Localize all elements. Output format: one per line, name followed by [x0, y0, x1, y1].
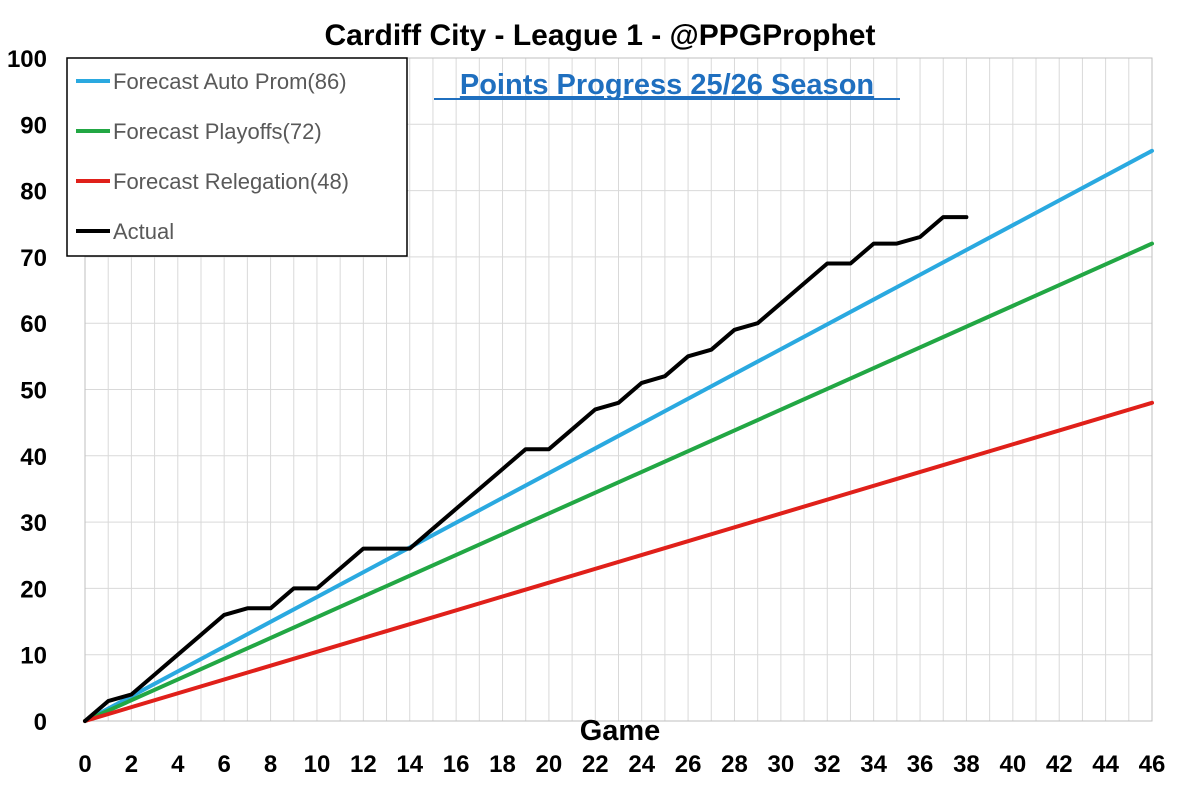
chart-title: Cardiff City - League 1 - @PPGProphet [325, 19, 876, 52]
y-tick-label: 0 [34, 709, 47, 736]
y-tick-label: 80 [20, 179, 47, 206]
x-tick-label: 24 [628, 751, 655, 778]
y-tick-label: 20 [20, 576, 47, 603]
legend-box [66, 57, 408, 257]
y-tick-label: 90 [20, 112, 47, 139]
legend-label: Actual [113, 219, 174, 244]
x-axis-label: Game [580, 715, 661, 747]
x-tick-label: 8 [264, 751, 277, 778]
legend-label: Forecast Relegation(48) [113, 169, 349, 194]
legend-label: Forecast Auto Prom(86) [113, 69, 347, 94]
plot-area-border [84, 57, 1153, 722]
x-tick-label: 36 [907, 751, 934, 778]
series-line-0 [83, 148, 1154, 723]
x-tick-label: 42 [1046, 751, 1073, 778]
legend: Forecast Auto Prom(86) Forecast Playoffs(… [66, 57, 408, 257]
x-tick-label: 34 [860, 751, 887, 778]
series-line-2 [83, 400, 1154, 723]
x-tick-label: 38 [953, 751, 980, 778]
x-tick-label: 0 [78, 751, 91, 778]
y-tick-label: 100 [7, 46, 47, 73]
x-tick-label: 44 [1092, 751, 1119, 778]
x-tick-label: 12 [350, 751, 377, 778]
x-tick-label: 30 [768, 751, 795, 778]
x-tick-label: 10 [304, 751, 331, 778]
series-lines [83, 148, 1154, 723]
x-tick-label: 28 [721, 751, 748, 778]
y-tick-label: 50 [20, 378, 47, 405]
x-tick-label: 16 [443, 751, 470, 778]
legend-label: Forecast Playoffs(72) [113, 119, 322, 144]
y-tick-label: 30 [20, 510, 47, 537]
x-tick-label: 46 [1139, 751, 1166, 778]
chart-subtitle: Points Progress 25/26 Season [460, 69, 874, 101]
x-tick-label: 26 [675, 751, 702, 778]
x-tick-label: 14 [396, 751, 423, 778]
y-tick-label: 60 [20, 311, 47, 338]
y-tick-label: 70 [20, 245, 47, 272]
x-tick-label: 40 [999, 751, 1026, 778]
series-line-3 [83, 215, 969, 723]
y-tick-label: 10 [20, 643, 47, 670]
x-tick-label: 6 [217, 751, 230, 778]
x-tick-label: 4 [171, 751, 185, 778]
x-tick-label: 22 [582, 751, 609, 778]
x-tick-label: 18 [489, 751, 516, 778]
series-line-1 [83, 241, 1154, 723]
x-tick-label: 20 [536, 751, 563, 778]
x-tick-label: 2 [125, 751, 138, 778]
x-tick-label: 32 [814, 751, 841, 778]
y-tick-label: 40 [20, 444, 47, 471]
